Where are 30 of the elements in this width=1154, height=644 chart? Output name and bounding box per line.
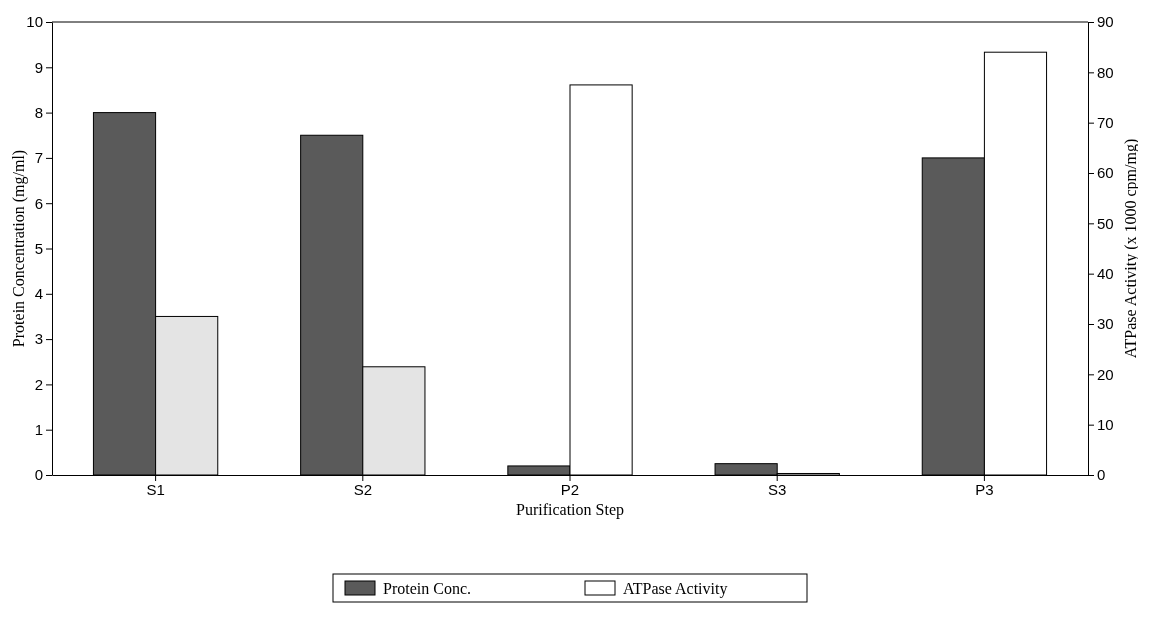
y-axis-title: Protein Concentration (mg/ml) xyxy=(10,149,28,348)
x-tick-label: S2 xyxy=(353,480,372,498)
y-tick-label: 5 xyxy=(34,239,43,257)
y2-tick-label: 90 xyxy=(1097,13,1114,31)
y-tick-label: 10 xyxy=(26,13,43,31)
legend-label: ATPase Activity xyxy=(623,579,728,598)
x-tick-label: S1 xyxy=(146,480,165,498)
y2-tick-label: 60 xyxy=(1097,164,1114,182)
y-tick-label: 6 xyxy=(34,194,43,212)
y2-tick-label: 70 xyxy=(1097,113,1114,131)
legend-label: Protein Conc. xyxy=(383,579,471,597)
y2-tick-label: 10 xyxy=(1097,415,1114,433)
y-tick-label: 7 xyxy=(34,149,43,167)
y2-tick-label: 50 xyxy=(1097,214,1114,232)
y-tick-label: 1 xyxy=(34,421,43,438)
y2-tick-label: 20 xyxy=(1097,365,1114,383)
y2-tick-label: 30 xyxy=(1097,315,1114,333)
y2-tick-label: 40 xyxy=(1097,264,1114,282)
y-tick-label: 4 xyxy=(34,285,43,303)
y-tick-label: 8 xyxy=(34,103,43,121)
x-axis-title: Purification Step xyxy=(516,501,624,519)
y-tick-label: 0 xyxy=(34,466,43,484)
x-tick-label: P3 xyxy=(975,480,994,498)
y-tick-label: 2 xyxy=(34,375,43,393)
y2-tick-label: 80 xyxy=(1097,63,1114,81)
x-tick-label: P2 xyxy=(560,480,580,498)
y2-tick-label: 0 xyxy=(1097,466,1106,484)
x-tick-label: S3 xyxy=(768,480,787,498)
y-tick-label: 3 xyxy=(34,330,43,348)
y-tick-label: 9 xyxy=(34,58,43,76)
